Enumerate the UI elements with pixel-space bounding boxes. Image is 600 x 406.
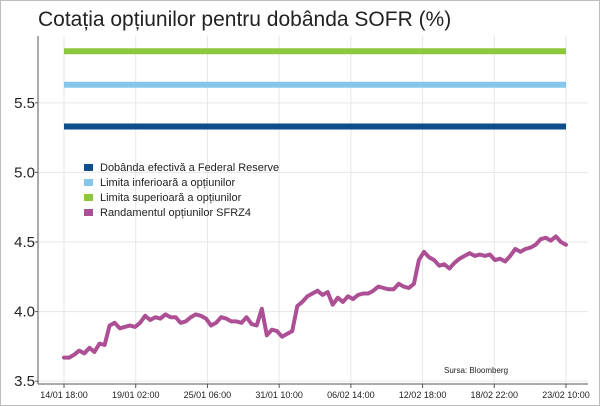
y-tick-label: 4.5	[14, 234, 35, 251]
x-tick-label: 06/02 14:00	[327, 390, 375, 400]
x-tick-label: 14/01 18:00	[40, 390, 88, 400]
y-tick-label: 5.5	[14, 95, 35, 112]
grid	[38, 36, 588, 384]
y-tick-label: 3.5	[14, 373, 35, 390]
x-tick-label: 12/02 18:00	[399, 390, 447, 400]
x-tick-label: 23/02 10:00	[542, 390, 590, 400]
legend-label: Limita inferioară a opțiunilor	[100, 177, 235, 189]
series	[62, 48, 568, 360]
legend-label: Randamentul opțiunilor SFRZ4	[100, 207, 251, 219]
legend-label: Dobânda efectivă a Federal Reserve	[100, 162, 279, 174]
y-tick-label: 4.0	[14, 304, 35, 321]
source-note: Sursa: Bloomberg	[444, 366, 508, 375]
x-tick-label: 19/01 02:00	[112, 390, 160, 400]
legend: Dobânda efectivă a Federal Reserve Limita…	[84, 162, 279, 219]
legend-swatch	[84, 179, 93, 186]
axes: 3.5 4.0 4.5 5.0 5.5 14/01 18:00 19/01 02:00 25/…	[14, 36, 590, 400]
legend-label: Limita superioară a opțiunilor	[100, 192, 242, 204]
legend-swatch	[84, 209, 93, 216]
legend-swatch	[84, 194, 93, 201]
x-tick-label: 18/02 22:00	[471, 390, 519, 400]
series-line-4	[62, 234, 568, 360]
chart-title: Cotația opțiunilor pentru dobânda SOFR (…	[38, 8, 452, 31]
y-tick-label: 5.0	[14, 164, 35, 181]
x-tick-label: 25/01 06:00	[184, 390, 232, 400]
legend-swatch	[84, 164, 93, 171]
x-tick-label: 31/01 10:00	[255, 390, 303, 400]
